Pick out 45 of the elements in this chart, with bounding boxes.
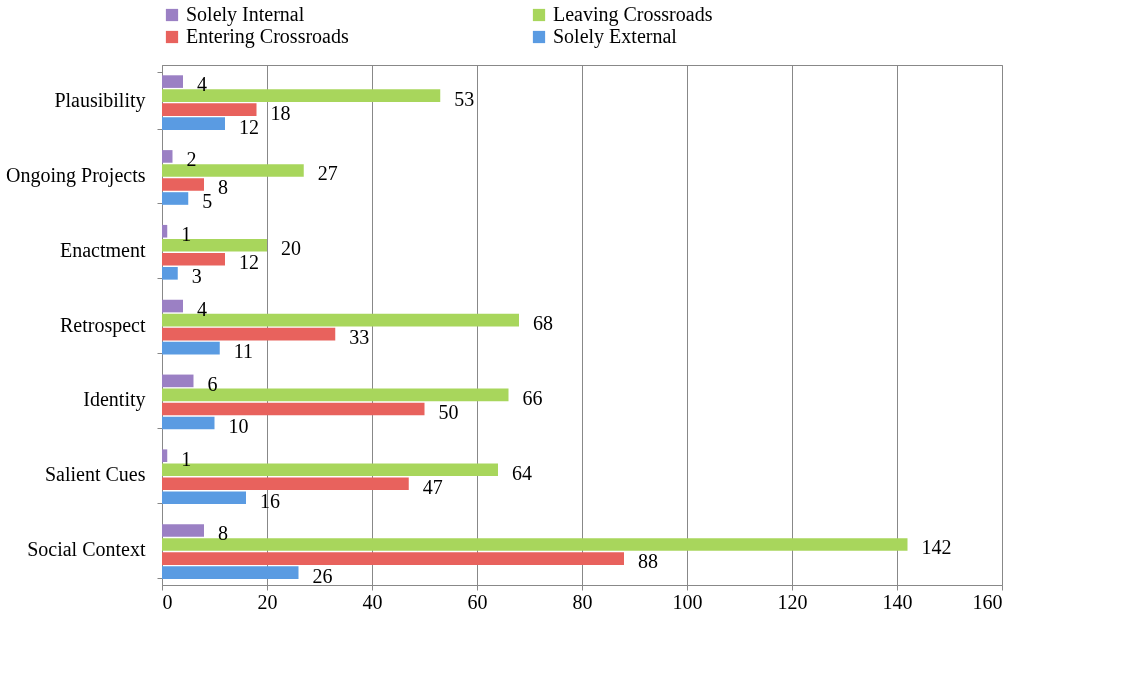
data-label: 66 (522, 386, 543, 409)
data-label: 5 (202, 190, 213, 213)
legend-label: Entering Crossroads (186, 25, 349, 48)
x-tick-label: 100 (672, 590, 703, 613)
data-label: 16 (260, 489, 280, 512)
legend-label: Solely External (553, 25, 678, 48)
data-label: 8 (218, 176, 228, 199)
data-label: 2 (186, 148, 197, 171)
x-tick-label: 80 (572, 590, 593, 613)
data-label: 10 (228, 414, 249, 437)
data-label: 33 (349, 326, 370, 349)
legend-label: Leaving Crossroads (553, 3, 713, 26)
data-label: 4 (197, 73, 207, 96)
data-label: 27 (317, 162, 338, 185)
y-tick-label: Retrospect (59, 313, 146, 337)
y-tick-label: Social Context (27, 537, 146, 560)
data-label: 11 (233, 340, 254, 363)
data-label: 26 (312, 564, 333, 587)
data-label: 3 (191, 265, 202, 288)
data-label: 18 (270, 101, 291, 124)
x-tick-label: 140 (882, 590, 913, 613)
data-label: 68 (533, 311, 553, 334)
data-label: 47 (422, 475, 443, 498)
data-label: 20 (281, 237, 301, 260)
y-tick-label: Enactment (59, 238, 146, 261)
data-label: 12 (239, 115, 259, 138)
x-tick-label: 120 (777, 590, 808, 613)
legend-label: Solely Internal (186, 3, 305, 26)
x-tick-label: 40 (362, 590, 383, 613)
y-tick-label: Plausibility (54, 89, 146, 113)
y-tick-label: Ongoing Projects (6, 163, 146, 187)
data-label: 1 (181, 447, 192, 470)
y-tick-label: Identity (83, 388, 146, 412)
data-label: 64 (512, 461, 532, 484)
data-label: 50 (438, 400, 459, 423)
data-label: 142 (921, 536, 952, 559)
x-tick-label: 0 (162, 590, 173, 613)
data-label: 8 (218, 522, 228, 545)
x-tick-label: 160 (972, 590, 1003, 613)
data-label: 53 (454, 87, 475, 110)
x-tick-label: 20 (257, 590, 278, 613)
data-label: 12 (239, 251, 259, 274)
data-label: 88 (638, 550, 658, 573)
y-tick-label: Salient Cues (44, 463, 146, 486)
x-tick-label: 60 (467, 590, 488, 613)
